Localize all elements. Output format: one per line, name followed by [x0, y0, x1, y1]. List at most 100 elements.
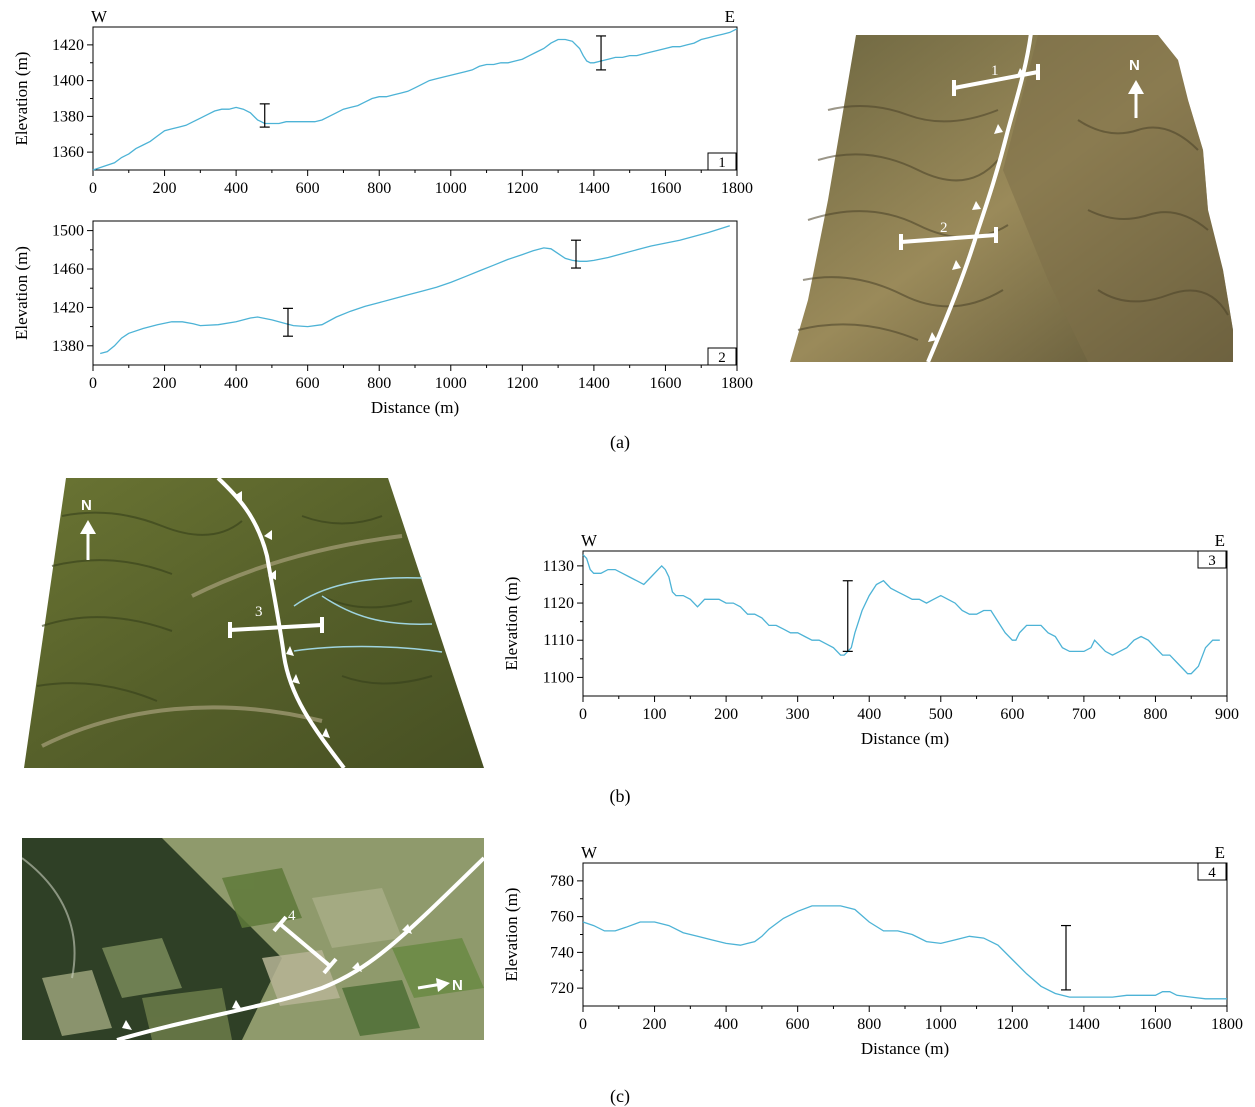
chart-4-direction-east: E: [1215, 843, 1225, 862]
chart-4-profile-number: 4: [1208, 865, 1216, 881]
chart-3-x-tick-label: 400: [857, 706, 881, 723]
chart-4-profile-number-box: [1197, 862, 1227, 881]
chart-4-y-tick-label: 780: [550, 873, 574, 890]
chart-3-x-tick-label: 700: [1072, 706, 1096, 723]
chart-2-x-tick-label: 1800: [721, 375, 753, 392]
svg-text:N: N: [1129, 57, 1140, 74]
chart-1-plot-frame: [92, 26, 738, 171]
chart-3-y-tick-label: 1120: [543, 595, 574, 612]
chart-1-y-tick-label: 1420: [52, 37, 84, 54]
chart-2-x-tick-label: 800: [367, 375, 391, 392]
panel-label-c: (c): [610, 1086, 630, 1106]
chart-3-y-tick-label: 1100: [543, 669, 574, 686]
chart-1-y-tick-label: 1360: [52, 144, 84, 161]
chart-4-x-tick-label: 200: [643, 1016, 667, 1033]
chart-1-y-tick-label: 1400: [52, 73, 84, 90]
chart-1-y-tick-label: 1380: [52, 108, 84, 125]
chart-1-x-tick-label: 1200: [506, 180, 538, 197]
chart-4-elevation-line: [582, 905, 1227, 1000]
profile-line-1: [952, 64, 1040, 96]
chart-2-x-tick-label: 600: [296, 375, 320, 392]
chart-3-direction-west: W: [581, 531, 598, 550]
chart-2-y-axis-label: Elevation (m): [12, 246, 31, 340]
chart-1-x-tick-label: 400: [224, 180, 248, 197]
chart-4-x-tick-label: 0: [579, 1016, 587, 1033]
chart-2-y-tick-label: 1460: [52, 261, 84, 278]
chart-3-x-tick-label: 300: [786, 706, 810, 723]
profile-label-4: 4: [288, 908, 296, 924]
chart-2-x-axis-label: Distance (m): [371, 398, 459, 417]
chart-2-y-tick-label: 1380: [52, 338, 84, 355]
chart-2-x-tick-label: 400: [224, 375, 248, 392]
chart-1-x-tick-label: 0: [89, 180, 97, 197]
map-a-terrain: 1 2 N: [790, 32, 1233, 363]
chart-1-x-tick-label: 1000: [435, 180, 467, 197]
profile-line-2: [899, 227, 998, 250]
panel-label-a: (a): [610, 432, 630, 452]
fault-line-c: [116, 856, 484, 1040]
chart-1-x-tick-label: 200: [153, 180, 177, 197]
chart-3-y-tick-label: 1110: [543, 632, 574, 649]
chart-4-x-tick-label: 1200: [996, 1016, 1028, 1033]
chart-1-x-tick-label: 1600: [649, 180, 681, 197]
chart-1-x-tick-label: 1800: [721, 180, 753, 197]
chart-4-x-tick-label: 1800: [1211, 1016, 1243, 1033]
profile-1-chart: 0 200 400 600 800 1000 1200 1400 1600 1800 1360 138…: [12, 7, 753, 197]
chart-4-x-axis-label: Distance (m): [861, 1039, 949, 1058]
chart-1-x-tick-label: 1400: [578, 180, 610, 197]
panel-label-b: (b): [609, 786, 631, 806]
chart-1-direction-east: E: [725, 7, 735, 26]
chart-2-x-tick-label: 0: [89, 375, 97, 392]
river-lines: [293, 576, 443, 653]
chart-2-x-tick-label: 1000: [435, 375, 467, 392]
chart-2-x-tick-label: 200: [153, 375, 177, 392]
chart-1-y-axis-label: Elevation (m): [12, 52, 31, 146]
chart-4-x-tick-label: 800: [857, 1016, 881, 1033]
chart-2-profile-number: 2: [718, 350, 726, 366]
map-c-terrain: 4 N: [22, 838, 484, 1040]
chart-1-direction-west: W: [91, 7, 108, 26]
profile-line-3: [228, 617, 324, 638]
north-arrow-icon: N: [80, 497, 96, 560]
profile-label-3: 3: [255, 604, 263, 620]
chart-3-x-tick-label: 0: [579, 706, 587, 723]
chart-3-x-tick-label: 500: [929, 706, 953, 723]
chart-3-x-tick-label: 800: [1143, 706, 1167, 723]
chart-1-x-tick-label: 600: [296, 180, 320, 197]
profile-4-chart: 0 200 400 600 800 1000 1200 1400 1600 1800 720 740 7…: [502, 843, 1243, 1058]
chart-3-plot-frame: [582, 550, 1228, 697]
chart-4-y-tick-label: 760: [550, 909, 574, 926]
chart-1-profile-number: 1: [718, 155, 726, 171]
chart-4-y-axis-label: Elevation (m): [502, 888, 521, 982]
chart-3-y-tick-label: 1130: [543, 558, 574, 575]
chart-2-x-tick-label: 1200: [506, 375, 538, 392]
chart-1-profile-number-box: [707, 152, 737, 171]
chart-4-y-tick-label: 740: [550, 944, 574, 961]
north-arrow-icon: N: [417, 977, 463, 994]
chart-1-x-tick-label: 800: [367, 180, 391, 197]
fault-line-b: [216, 476, 346, 770]
chart-4-x-tick-label: 1400: [1068, 1016, 1100, 1033]
fault-line-a: [926, 32, 1033, 363]
chart-3-x-axis-label: Distance (m): [861, 729, 949, 748]
chart-2-profile-number-box: [707, 347, 737, 366]
chart-3-x-tick-label: 200: [714, 706, 738, 723]
chart-3-y-axis-label: Elevation (m): [502, 577, 521, 671]
profile-3-chart: 0 100 200 300 400 500 600 700 800 900 1100 1110 1120…: [502, 531, 1239, 748]
chart-4-direction-west: W: [581, 843, 598, 862]
chart-4-x-tick-label: 1000: [925, 1016, 957, 1033]
map-b-terrain: 3 N: [24, 476, 484, 770]
chart-1-elevation-line: [92, 28, 738, 171]
chart-3-x-tick-label: 100: [643, 706, 667, 723]
profile-line-4: [272, 915, 338, 975]
chart-2-y-tick-label: 1500: [52, 223, 84, 240]
svg-text:N: N: [452, 977, 463, 994]
chart-3-elevation-line: [582, 554, 1220, 675]
chart-3-x-tick-label: 900: [1215, 706, 1239, 723]
north-arrow-icon: N: [1128, 57, 1144, 118]
chart-3-x-tick-label: 600: [1000, 706, 1024, 723]
chart-4-plot-frame: [582, 862, 1228, 1007]
chart-4-y-tick-label: 720: [550, 980, 574, 997]
chart-4-x-tick-label: 1600: [1139, 1016, 1171, 1033]
chart-2-elevation-line: [100, 225, 730, 355]
